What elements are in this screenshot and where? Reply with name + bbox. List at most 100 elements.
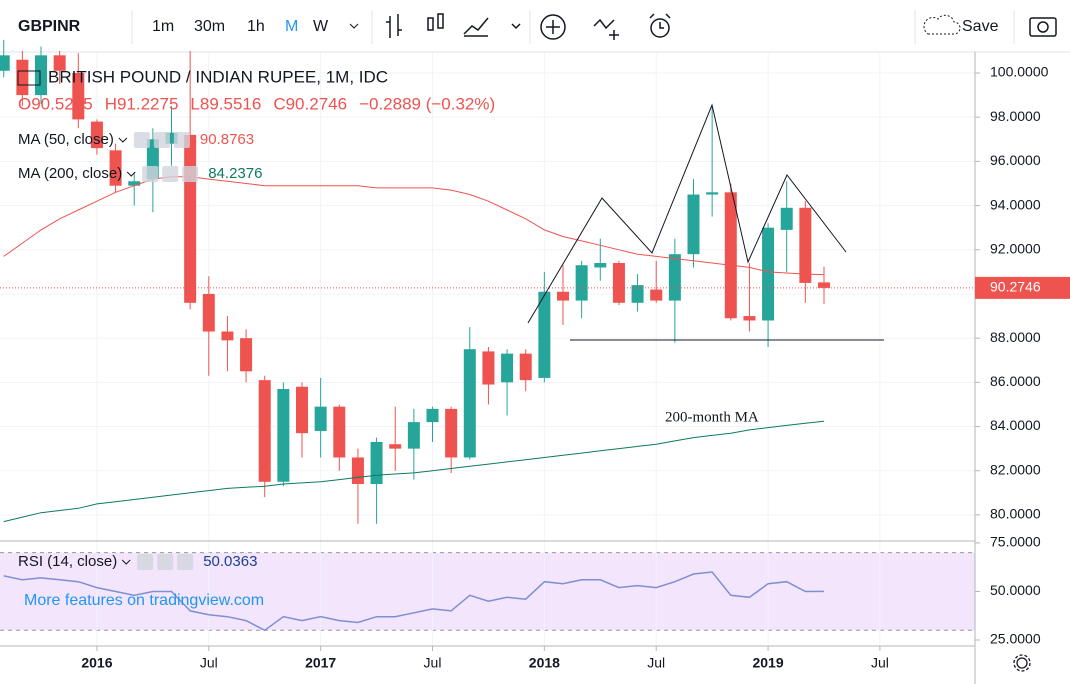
candle-body (706, 192, 719, 195)
symbol[interactable]: GBPINR (18, 18, 81, 35)
candle-body (482, 351, 495, 385)
candle-body (0, 55, 10, 71)
legend-button[interactable] (173, 132, 190, 148)
candle-body (519, 353, 532, 381)
interval-button[interactable]: M (285, 18, 298, 35)
y-tick-label: 84.0000 (990, 417, 1041, 433)
y-tick-label: 75.0000 (990, 534, 1041, 550)
x-tick-label: Jul (200, 655, 218, 671)
candle-body (668, 254, 681, 301)
candle-body (258, 380, 271, 482)
legend-value: 90.8763 (200, 131, 254, 148)
candle-body (389, 444, 402, 449)
last-price-label: 90.2746 (990, 279, 1041, 295)
rsi-line (3, 571, 825, 632)
candle-body (53, 55, 66, 71)
candle-body (538, 291, 551, 378)
candle-body (650, 289, 663, 301)
ohlc-value: L89.5516 (190, 94, 261, 113)
candle-body (202, 293, 215, 332)
interval-button[interactable]: 1m (152, 18, 174, 35)
moving-average-line (3, 176, 825, 276)
candle-body (351, 457, 364, 484)
x-tick-label: 2016 (81, 655, 112, 671)
pattern-drawing (527, 103, 884, 341)
legend-button[interactable] (177, 554, 194, 570)
candle-body (184, 134, 197, 303)
x-tick-label: Jul (647, 655, 665, 671)
candle-body (90, 121, 103, 149)
legend-button[interactable] (137, 554, 154, 570)
candle-body (817, 282, 830, 288)
legend-value: 84.2376 (208, 165, 262, 182)
cloud-icon[interactable] (923, 14, 961, 35)
x-tick-label: 2019 (752, 655, 783, 671)
candle-body (687, 194, 700, 255)
legend-entry: MA (50, close) (18, 131, 114, 148)
legend-menu[interactable] (118, 137, 128, 143)
last-price-box (975, 276, 1070, 299)
interval-button[interactable]: W (313, 18, 329, 35)
x-tick-label: 2018 (529, 655, 560, 671)
legend-button[interactable] (182, 166, 199, 182)
legend-button[interactable] (162, 166, 179, 182)
ohlc-value: −0.2889 (−0.32%) (359, 94, 495, 113)
y-tick-label: 50.0000 (990, 582, 1041, 598)
toolbar (0, 0, 1070, 52)
candle-body (594, 263, 607, 268)
y-tick-label: 100.0000 (990, 64, 1049, 80)
y-tick-label: 96.0000 (990, 152, 1041, 168)
candle-body (724, 192, 737, 319)
screenshot-icon[interactable] (1029, 17, 1057, 37)
candle-body (128, 181, 141, 186)
legend-value: 50.0363 (203, 553, 257, 570)
legend-button[interactable] (153, 132, 170, 148)
x-tick-label: Jul (871, 655, 889, 671)
candle-body (463, 349, 476, 458)
candle-body (743, 316, 756, 321)
legend-entry: MA (200, close) (18, 165, 122, 182)
settings-icon[interactable] (1013, 654, 1031, 672)
save-button[interactable]: Save (962, 18, 999, 35)
candle-body (333, 406, 346, 458)
interval-button[interactable]: 1h (247, 18, 265, 35)
ohlc-value: C90.2746 (273, 94, 347, 113)
candle-body (165, 132, 178, 144)
candle-body (370, 442, 383, 484)
candle-body (314, 406, 327, 431)
chart-style-icons[interactable] (386, 13, 521, 38)
legend-button[interactable] (133, 132, 150, 148)
candle-body (762, 227, 775, 321)
candle-body (221, 331, 234, 341)
y-tick-label: 94.0000 (990, 196, 1041, 212)
y-tick-label: 82.0000 (990, 461, 1041, 477)
interval-menu[interactable] (349, 23, 359, 29)
y-tick-label: 88.0000 (990, 329, 1041, 345)
candle-body (240, 338, 253, 372)
candle-body (72, 72, 85, 120)
candle-body (445, 408, 458, 458)
y-tick-label: 98.0000 (990, 108, 1041, 124)
legend-menu[interactable] (126, 171, 136, 177)
tool-icons[interactable] (540, 13, 671, 40)
candle-body (407, 422, 420, 449)
candle-body (631, 285, 644, 303)
candle-body (296, 386, 309, 434)
legend-entry: RSI (14, close) (18, 553, 117, 570)
legend-button[interactable] (157, 554, 174, 570)
candle-body (35, 55, 48, 96)
promo-link[interactable]: More features on tradingview.com (24, 592, 264, 609)
candle-body (612, 263, 625, 303)
legend-button[interactable] (142, 166, 159, 182)
y-tick-label: 86.0000 (990, 373, 1041, 389)
interval-button[interactable]: 30m (194, 18, 225, 35)
ohlc-value: H91.2275 (105, 94, 179, 113)
y-tick-label: 25.0000 (990, 631, 1041, 647)
legend-menu[interactable] (121, 559, 131, 565)
annotation: 200-month MA (665, 409, 759, 425)
ohlc-value: O90.5235 (18, 94, 93, 113)
candle-body (277, 388, 290, 482)
x-tick-label: 2017 (305, 655, 336, 671)
candle-body (109, 150, 122, 186)
